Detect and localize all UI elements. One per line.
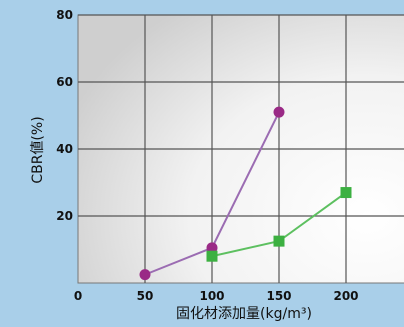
series-1-point xyxy=(206,242,218,254)
y-tick-label: 60 xyxy=(56,75,73,89)
y-tick-label: 40 xyxy=(56,142,73,156)
y-tick-label: 20 xyxy=(56,209,73,223)
grid-lines xyxy=(78,14,404,283)
series-1-point xyxy=(139,269,151,281)
series-2-point xyxy=(206,250,218,262)
x-tick-labels: 05010015020025 xyxy=(74,289,359,303)
x-tick-label: 100 xyxy=(199,289,224,303)
x-tick-label: 0 xyxy=(74,289,82,303)
series-2-point xyxy=(340,187,352,199)
y-axis-title: CBR値(%) xyxy=(30,116,46,183)
series-2-point xyxy=(273,235,285,247)
x-axis-title: 固化材添加量(kg/m³) xyxy=(176,306,312,322)
data-series xyxy=(139,106,352,281)
y-tick-label: 80 xyxy=(56,8,73,22)
y-tick-labels: 20 40 60 80 xyxy=(56,8,73,223)
x-tick-label: 150 xyxy=(266,289,291,303)
x-tick-label: 200 xyxy=(333,289,358,303)
series-1-point xyxy=(273,106,285,118)
x-tick-label: 50 xyxy=(137,289,154,303)
